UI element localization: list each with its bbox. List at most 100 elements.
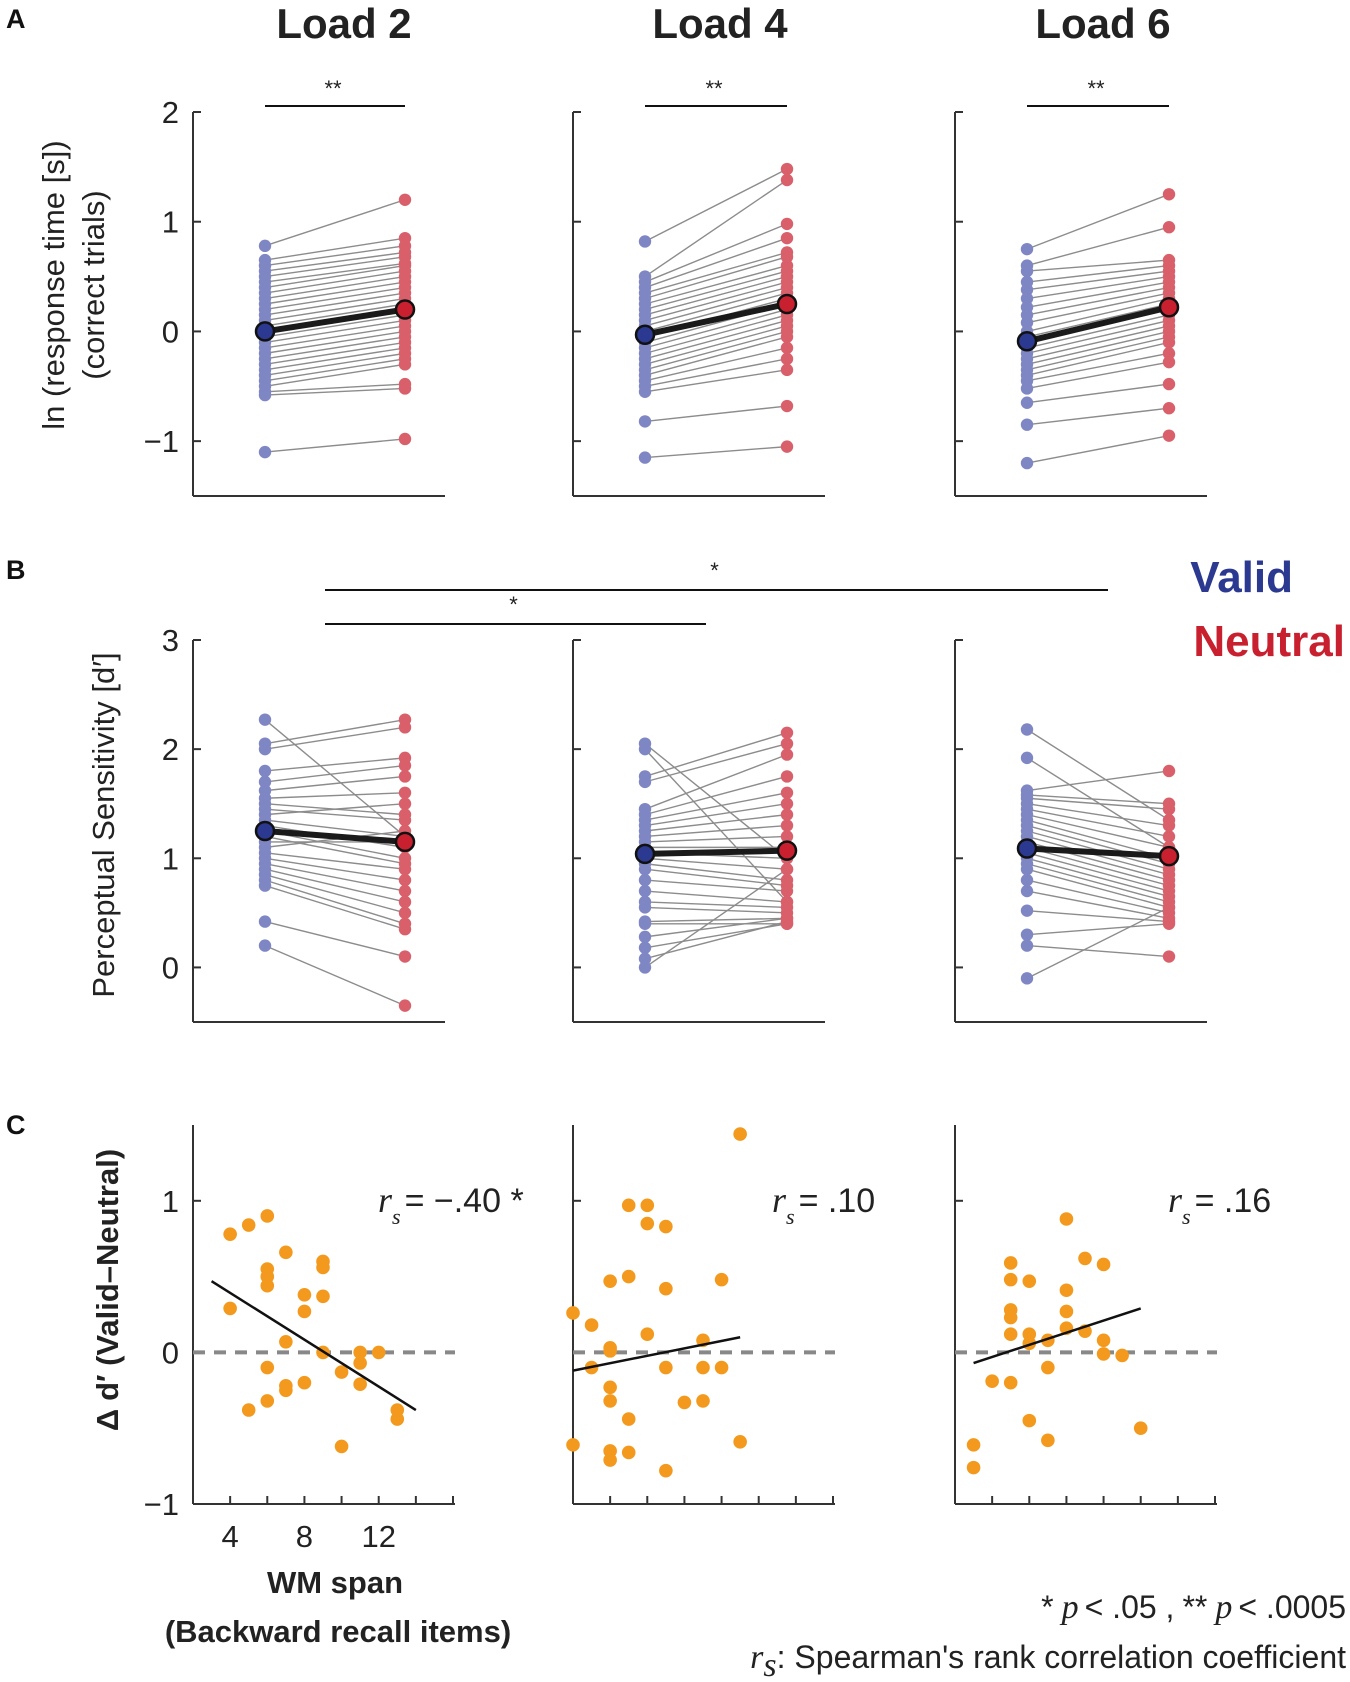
subject-line: [1026, 264, 1170, 283]
subject-line: [644, 292, 788, 333]
rs-value: = −.40 *: [405, 1182, 524, 1220]
subject-line: [264, 387, 406, 396]
subject-line: [264, 852, 406, 870]
ylabel-c: Δd′ (Valid–Neutral): [90, 1149, 125, 1431]
valid-point: [1020, 264, 1034, 278]
y-tick-label: 0: [162, 1335, 179, 1370]
scatter-point: [966, 1460, 981, 1475]
scatter-point: [966, 1438, 981, 1452]
scatter-point: [621, 1445, 636, 1460]
panel-b-2: [572, 639, 825, 1023]
subject-line: [264, 873, 406, 914]
scatter-point: [1059, 1283, 1074, 1298]
subject-line: [264, 857, 406, 881]
scatter-point: [1133, 1421, 1148, 1435]
ylabel-a-line2: (correct trials): [76, 190, 111, 379]
neutral-point: [398, 759, 412, 772]
subject-line: [644, 358, 788, 387]
subject-line: [644, 308, 788, 349]
valid-point: [638, 952, 652, 965]
subject-line: [264, 347, 406, 371]
subject-line: [264, 256, 406, 278]
neutral-point: [398, 873, 412, 887]
neutral-point: [780, 231, 794, 245]
subject-line: [644, 917, 788, 938]
scatter-point: [603, 1380, 617, 1395]
subject-line: [1026, 303, 1170, 338]
valid-point: [1020, 904, 1034, 917]
scatter-point: [334, 1365, 349, 1379]
valid-point: [638, 863, 652, 876]
subject-line: [644, 792, 788, 821]
scatter-point: [621, 1412, 636, 1426]
subject-line: [644, 325, 788, 366]
valid-point: [1020, 382, 1034, 395]
scatter-point: [603, 1274, 617, 1288]
scatter-point: [1096, 1347, 1111, 1361]
ylabel-c-text: d′ (Valid–Neutral): [90, 1149, 125, 1401]
valid-point: [1020, 723, 1034, 736]
subject-line: [1026, 797, 1170, 810]
subject-line: [1026, 909, 1170, 923]
subject-line: [1026, 319, 1170, 355]
scatter-point: [353, 1345, 367, 1360]
panel-c-2: rs = .10: [566, 1125, 875, 1505]
valid-point: [638, 901, 652, 914]
xlabel-c-line2: (Backward recall items): [165, 1614, 511, 1649]
subject-line: [1026, 857, 1170, 898]
neutral-point: [1162, 950, 1176, 963]
legend-valid: Valid: [1190, 553, 1293, 602]
rs-subscript: s: [786, 1204, 795, 1229]
subject-line: [264, 237, 406, 261]
valid-point: [1020, 242, 1034, 256]
subject-line: [1026, 325, 1170, 360]
subject-line: [644, 824, 788, 838]
subject-line: [264, 358, 406, 382]
neutral-point: [398, 358, 412, 371]
ylabel-a-line1: ln (response time [s]): [36, 140, 71, 429]
neutral-point: [398, 884, 412, 898]
neutral-point: [1162, 347, 1176, 360]
rs-symbol: r: [1168, 1180, 1183, 1220]
subject-line: [264, 270, 406, 294]
subject-line: [264, 319, 406, 344]
scatter-point: [659, 1463, 673, 1478]
subject-line: [1026, 336, 1170, 371]
mean-valid-point: [634, 843, 656, 865]
neutral-point: [780, 162, 794, 176]
comparison-label: *: [509, 592, 518, 617]
subject-line: [644, 868, 788, 887]
valid-point: [1020, 396, 1034, 409]
subject-line: [264, 868, 406, 903]
y-tick-label: 0: [162, 314, 179, 349]
title-load-6: Load 6: [1035, 0, 1170, 47]
title-load-2: Load 2: [276, 0, 411, 47]
neutral-point: [1162, 336, 1176, 349]
subject-line: [644, 275, 788, 316]
mean-neutral-point: [1158, 297, 1180, 318]
subject-line: [264, 330, 406, 355]
subject-line: [644, 901, 788, 909]
scatter-point: [334, 1439, 349, 1454]
subject-line: [264, 352, 406, 377]
scatter-point: [279, 1245, 293, 1260]
scatter-point: [316, 1260, 330, 1275]
significance-label: **: [1087, 76, 1105, 101]
regression-line: [572, 1336, 741, 1372]
mean-valid-point: [1016, 331, 1038, 352]
neutral-point: [1162, 429, 1176, 442]
subject-line: [1026, 728, 1170, 821]
valid-point: [638, 775, 652, 789]
subject-line: [644, 835, 788, 843]
subject-line: [644, 179, 788, 278]
subject-line: [1026, 944, 1170, 958]
subject-line: [644, 743, 788, 859]
panel-letter-b: B: [6, 555, 26, 585]
subject-line: [264, 292, 406, 316]
panel-c-3: rs = .16: [954, 1125, 1271, 1505]
panel-letter-a: A: [6, 4, 26, 34]
neutral-point: [1162, 819, 1176, 832]
regression-line: [210, 1280, 417, 1412]
